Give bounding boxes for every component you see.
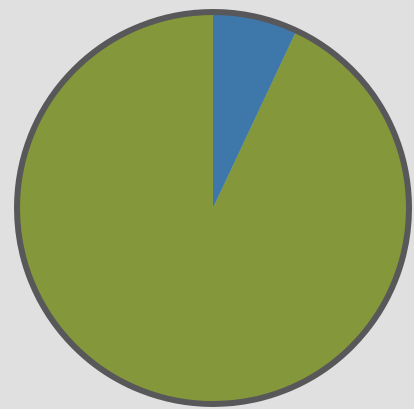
pie-border [14, 9, 412, 407]
pie-slice [16, 12, 409, 404]
pie-slice [213, 12, 297, 208]
